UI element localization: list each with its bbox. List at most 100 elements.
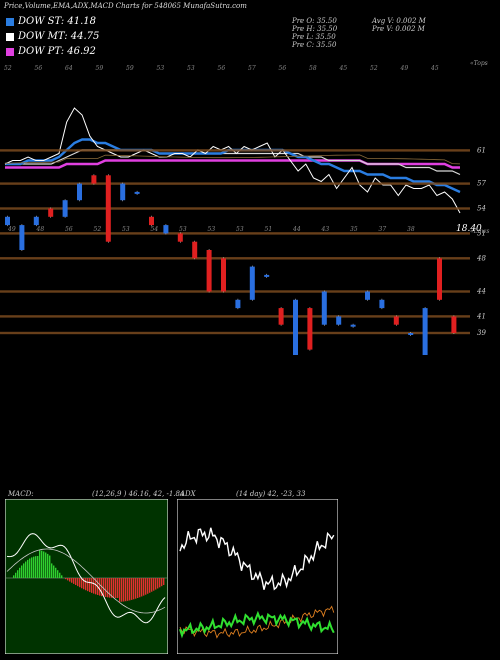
candle	[149, 216, 154, 226]
macd-bar	[61, 575, 63, 578]
macd-bar	[79, 578, 81, 588]
candle	[77, 183, 82, 201]
pre-volume: Pre V: 0.002 M	[372, 25, 425, 33]
macd-bar	[85, 578, 87, 591]
bottom-tick-labels: 49 48 56 52 53 54 53 53 53 51 44 43 35 37 38	[7, 226, 415, 233]
bottom-tick-label: 35	[350, 226, 358, 233]
macd-bar	[65, 578, 67, 580]
chart-title: Price,Volume,EMA,ADX,MACD Charts for 548…	[4, 2, 247, 10]
price-level-label: 57	[477, 180, 486, 188]
price-levels: 61 57 54 51 48 44 41 39	[0, 146, 486, 337]
price-level-label: 41	[476, 312, 486, 320]
candle	[120, 183, 126, 201]
tops-tag: «Tops	[470, 60, 488, 67]
macd-bar	[157, 578, 159, 589]
pre-low: Pre L: 35.50	[292, 33, 336, 41]
series-ema-long	[4, 154, 461, 165]
macd-bar	[71, 578, 73, 583]
macd-bar	[39, 550, 41, 578]
macd-line	[6, 533, 166, 624]
adx-panel	[177, 499, 338, 654]
macd-bar	[145, 578, 147, 595]
legend-pt: DOW PT: 46.92	[6, 46, 96, 57]
bottom-tick-label: 56	[65, 226, 73, 233]
pre-high: Pre H: 35.50	[292, 25, 338, 33]
macd-bar	[31, 557, 33, 578]
bottom-tick-label: 38	[407, 226, 415, 233]
bottom-tick-label: 53	[236, 226, 244, 233]
candle	[48, 208, 54, 217]
macd-bar	[75, 578, 77, 586]
price-level-label: 48	[476, 254, 486, 262]
macd-bar	[83, 578, 85, 590]
macd-bar	[161, 578, 163, 587]
series-ema-mt	[5, 149, 461, 176]
macd-bar	[141, 578, 143, 597]
candle	[365, 291, 370, 300]
candle	[19, 225, 25, 250]
volume-block: Avg V: 0.002 M Pre V: 0.002 M	[372, 17, 426, 33]
macd-bar	[125, 578, 127, 602]
candle	[177, 233, 183, 242]
price-level-line	[0, 331, 470, 335]
candle	[192, 241, 198, 259]
legend-st: DOW ST: 41.18	[6, 16, 96, 27]
macd-bar	[131, 578, 133, 600]
macd-bar	[13, 575, 15, 578]
adx-minus-di-line	[179, 605, 335, 639]
ohlc-block: Pre O: 35.50 Pre H: 35.50 Pre L: 35.50 P…	[292, 17, 337, 49]
bottom-tick-label: 44	[292, 226, 301, 233]
candle	[235, 299, 241, 309]
candle	[163, 225, 169, 234]
macd-bar	[121, 578, 123, 602]
candle	[293, 299, 298, 355]
macd-bar	[67, 578, 69, 581]
macd-histogram	[13, 550, 165, 602]
price-level-line	[0, 232, 470, 235]
macd-bar	[23, 563, 25, 578]
macd-bar	[81, 578, 83, 589]
macd-bar	[105, 578, 107, 598]
pre-close: Pre C: 35.50	[292, 41, 337, 49]
top-tick-label: 56	[279, 65, 287, 72]
candle	[437, 258, 442, 300]
price-lines	[4, 107, 461, 214]
macd-bar	[41, 550, 43, 578]
legend-pt-swatch	[6, 47, 14, 56]
legend-st-swatch	[6, 17, 14, 26]
macd-bar	[99, 578, 101, 596]
macd-bar	[95, 578, 97, 595]
candle	[33, 216, 39, 226]
macd-bar	[113, 578, 115, 598]
legend-pt-label: DOW PT: 46.92	[18, 46, 96, 57]
top-tick-label: 45	[339, 65, 348, 72]
macd-bar	[89, 578, 91, 593]
macd-bar	[19, 567, 21, 578]
macd-params: (12,26,9 ) 46.16, 42, -1.84	[92, 490, 185, 498]
price-chart: 52 56 64 59 59 53 53 56 57 56 58 45 52 49 45 49 48 56 52 5…	[0, 60, 489, 355]
macd-bar	[59, 572, 61, 578]
macd-bar	[149, 578, 151, 593]
macd-bar	[101, 578, 103, 597]
macd-bar	[111, 578, 113, 598]
candle	[221, 258, 226, 292]
macd-bar	[143, 578, 145, 596]
macd-bar	[93, 578, 95, 594]
legend-mt-label: DOW MT: 44.75	[18, 31, 100, 42]
macd-bar	[137, 578, 139, 599]
bottom-tick-label: 54	[151, 226, 159, 233]
macd-bar	[15, 572, 17, 578]
macd-bar	[73, 578, 75, 584]
candle	[206, 250, 212, 292]
price-level-label: 39	[477, 329, 486, 337]
macd-bar	[133, 578, 135, 600]
bottom-tick-label: 37	[379, 226, 387, 233]
price-level-line	[0, 149, 470, 152]
macd-bar	[117, 578, 119, 598]
macd-bar	[43, 551, 45, 578]
top-tick-label: 56	[35, 65, 43, 72]
bottom-tick-label: 48	[36, 226, 45, 233]
macd-bar	[119, 578, 121, 602]
candle	[336, 316, 342, 325]
bottom-tick-label: 49	[7, 226, 16, 233]
